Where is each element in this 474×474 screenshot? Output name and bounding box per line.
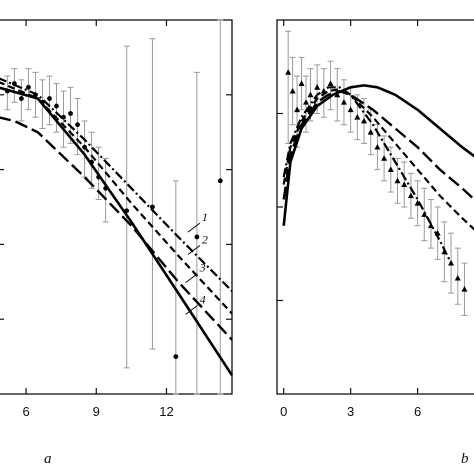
series-line-3-dashed [282,88,474,231]
x-tick-label: 3 [347,404,354,419]
series-line-1-dash-dot [0,77,233,292]
data-point [381,155,388,161]
data-point [347,106,354,113]
panel-a-label: a [44,451,52,467]
series-line-1-solid [282,84,474,226]
data-point [314,84,321,90]
panel-b-label: b [461,451,469,467]
data-point [394,177,401,184]
data-point [33,92,38,98]
data-point [194,234,200,240]
data-point [441,248,448,255]
data-point [461,286,468,292]
data-point [19,96,24,101]
data-point [40,99,45,105]
data-point [26,84,31,90]
data-point [298,80,305,86]
curve-label-leader [185,305,198,315]
data-point [82,144,87,150]
data-point [54,103,59,109]
data-point [47,96,52,101]
data-point [340,99,347,105]
data-point [96,174,102,180]
panel-a-frame [0,19,233,395]
data-point [421,211,428,217]
data-point [387,166,394,172]
data-point [354,114,361,120]
curve-label: 2 [202,233,208,247]
data-point [294,106,301,113]
curve-label-leader [187,222,201,233]
curve-label-leader [185,273,198,283]
data-point [320,87,327,94]
data-point [434,229,441,236]
data-point [285,69,292,75]
data-point [307,91,314,98]
data-point [11,81,17,86]
data-point [303,99,310,105]
data-point [103,185,109,191]
data-point [361,117,368,124]
data-point [89,159,94,165]
x-tick-label: 6 [22,404,29,419]
curve-label-leader [187,245,201,255]
x-tick-label: 9 [93,404,100,419]
data-point [401,181,408,187]
data-point [61,114,66,120]
data-point [4,88,10,94]
data-point [217,178,223,184]
data-point [448,259,455,266]
data-point [327,80,334,86]
curve-label: 4 [200,292,206,306]
data-point [407,192,414,199]
x-tick-label: 12 [159,404,173,419]
panel-b: 0 3 6 b [276,19,474,467]
data-point [374,143,381,150]
data-point [367,129,374,135]
data-point [124,208,130,214]
series-line-2-long-dash [282,89,474,201]
curve-label: 3 [199,261,206,275]
data-point [75,122,80,128]
data-point [334,91,341,98]
data-point [150,204,155,210]
series-line-4-dash-dot [282,86,453,264]
data-point [68,111,73,116]
data-point [427,222,434,229]
x-tick-label: 0 [280,404,287,419]
data-point [289,87,296,94]
data-point [414,200,421,206]
data-point [173,354,179,359]
x-tick-label: 6 [414,404,421,419]
curve-label: 1 [202,210,208,224]
data-point [454,274,461,281]
